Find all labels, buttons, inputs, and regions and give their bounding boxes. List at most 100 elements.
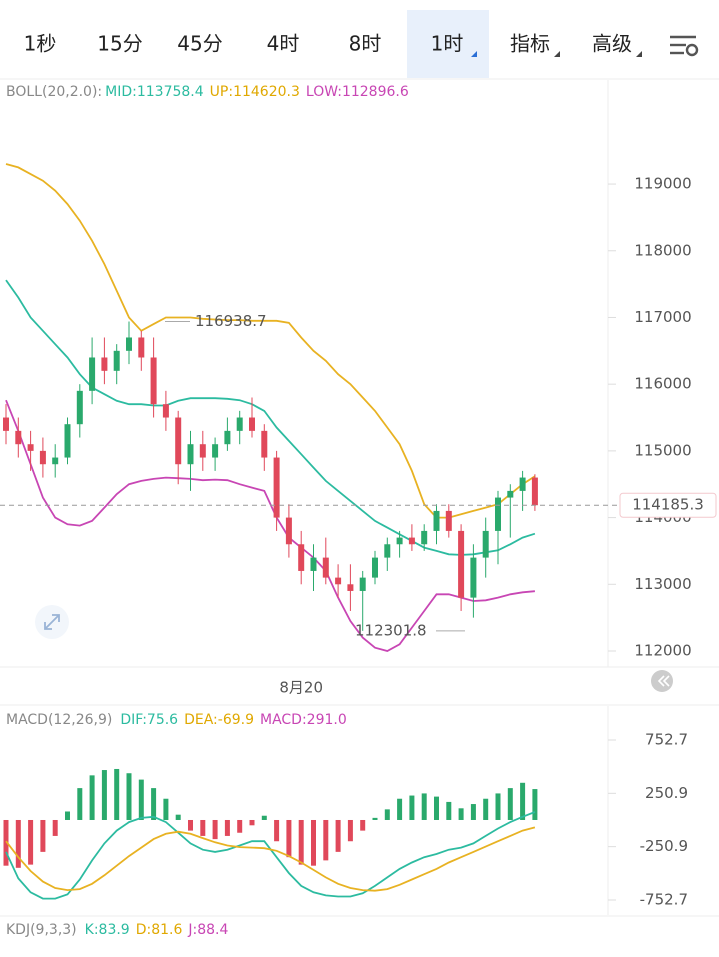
y-tick-label: -250.9 bbox=[640, 837, 688, 855]
macd-bar bbox=[335, 819, 341, 852]
macd-bar bbox=[200, 819, 206, 836]
tab[interactable]: 1秒 bbox=[24, 32, 57, 56]
macd-line bbox=[5, 826, 536, 892]
zoom-button[interactable] bbox=[35, 605, 69, 639]
candle-body bbox=[507, 490, 514, 498]
kdj-legend: KDJ(9,3,3) K:83.9 D:81.6 J:88.4 bbox=[6, 922, 229, 938]
macd-bar bbox=[384, 809, 390, 820]
macd-bar bbox=[138, 779, 144, 820]
legend-title: KDJ(9,3,3) bbox=[6, 922, 77, 938]
candle-body bbox=[384, 544, 391, 558]
current-price-box bbox=[619, 492, 717, 518]
macd-bar bbox=[28, 819, 34, 865]
macd-bar bbox=[249, 819, 255, 826]
candle-body bbox=[445, 510, 452, 531]
y-tick-label: 119000 bbox=[634, 175, 691, 193]
macd-bar bbox=[101, 770, 107, 820]
candle-body bbox=[322, 557, 329, 578]
macd-bar bbox=[446, 801, 452, 820]
candle-body bbox=[175, 417, 182, 465]
tab-bar: 1秒 15分 45分 4时 8时 1时 指标 高级 bbox=[24, 32, 642, 57]
macd-bar bbox=[520, 782, 526, 820]
legend-dea: DEA:-69.9 bbox=[184, 712, 254, 728]
macd-bar bbox=[286, 819, 292, 858]
y-tick-label: 113000 bbox=[634, 575, 691, 593]
candle-body bbox=[310, 557, 317, 571]
macd-bar bbox=[114, 768, 120, 820]
macd-bar bbox=[507, 788, 513, 820]
price-chart: 1120001130001140001150001160001170001180… bbox=[0, 163, 717, 697]
candle-body bbox=[249, 417, 255, 431]
candle-body bbox=[150, 357, 157, 405]
macd-bar bbox=[261, 815, 267, 820]
macd-bar bbox=[163, 798, 169, 820]
candle-body bbox=[101, 357, 108, 371]
dropdown-indicator bbox=[636, 51, 642, 57]
macd-bar bbox=[532, 789, 538, 820]
candle-body bbox=[76, 390, 83, 425]
legend-title: BOLL(20,2.0): bbox=[6, 84, 102, 100]
candle-body bbox=[335, 577, 342, 585]
tab[interactable]: 高级 bbox=[592, 32, 632, 56]
candle-body bbox=[15, 430, 22, 445]
candle-body bbox=[470, 557, 477, 598]
candle-body bbox=[187, 444, 194, 465]
tab[interactable]: 15分 bbox=[97, 32, 142, 56]
macd-bar bbox=[65, 811, 70, 820]
high-label: 116938.7 bbox=[195, 312, 267, 330]
candle-body bbox=[224, 430, 231, 445]
settings-icon[interactable] bbox=[670, 35, 699, 57]
current-price-label: 114185.3 bbox=[632, 496, 704, 514]
y-tick-label: 117000 bbox=[634, 308, 691, 326]
scroll-right-button[interactable] bbox=[651, 670, 673, 692]
tab[interactable]: 45分 bbox=[177, 32, 222, 56]
macd-bar bbox=[483, 798, 489, 820]
macd-bar bbox=[126, 773, 132, 820]
candle-body bbox=[3, 417, 9, 431]
tab[interactable]: 4时 bbox=[267, 32, 300, 56]
macd-bar bbox=[237, 819, 243, 833]
macd-bar bbox=[409, 795, 415, 820]
candle-body bbox=[138, 337, 145, 358]
macd-bar bbox=[52, 819, 58, 836]
dropdown-indicator bbox=[554, 51, 560, 57]
candle-body bbox=[359, 577, 366, 591]
candle-body bbox=[519, 477, 526, 491]
boll-line bbox=[5, 163, 536, 519]
tab[interactable]: 指标 bbox=[510, 32, 550, 56]
macd-bar bbox=[175, 814, 181, 820]
macd-bar bbox=[495, 793, 501, 820]
candle-body bbox=[89, 357, 96, 391]
legend-low: LOW:112896.6 bbox=[306, 84, 409, 100]
candle-body bbox=[421, 530, 428, 545]
macd-bar bbox=[421, 793, 427, 820]
macd-bar bbox=[298, 819, 304, 865]
candle-body bbox=[285, 517, 292, 545]
candle-body bbox=[212, 444, 219, 458]
macd-bar bbox=[151, 788, 157, 820]
y-tick-label: 112000 bbox=[634, 641, 691, 659]
candle-body bbox=[396, 537, 403, 545]
candle-body bbox=[39, 450, 46, 465]
y-tick-label: 116000 bbox=[634, 375, 691, 393]
candle-body bbox=[495, 497, 501, 531]
candle-body bbox=[372, 557, 378, 578]
candle-body bbox=[162, 404, 169, 418]
macd-bar bbox=[224, 819, 230, 836]
legend-title: MACD(12,26,9) bbox=[6, 712, 112, 728]
macd-bar bbox=[40, 819, 46, 852]
macd-bar bbox=[212, 819, 218, 840]
legend-up: UP:114620.3 bbox=[210, 84, 300, 100]
tab[interactable]: 8时 bbox=[349, 32, 382, 56]
candle-body bbox=[261, 430, 268, 458]
y-tick-label: -752.7 bbox=[640, 890, 688, 908]
candle-body bbox=[433, 510, 440, 531]
tab[interactable]: 1时 bbox=[431, 32, 464, 56]
macd-line bbox=[5, 811, 536, 900]
candle-body bbox=[482, 530, 489, 558]
macd-bar bbox=[188, 819, 193, 831]
macd-bar bbox=[434, 796, 439, 820]
y-tick-label: 115000 bbox=[634, 441, 691, 459]
